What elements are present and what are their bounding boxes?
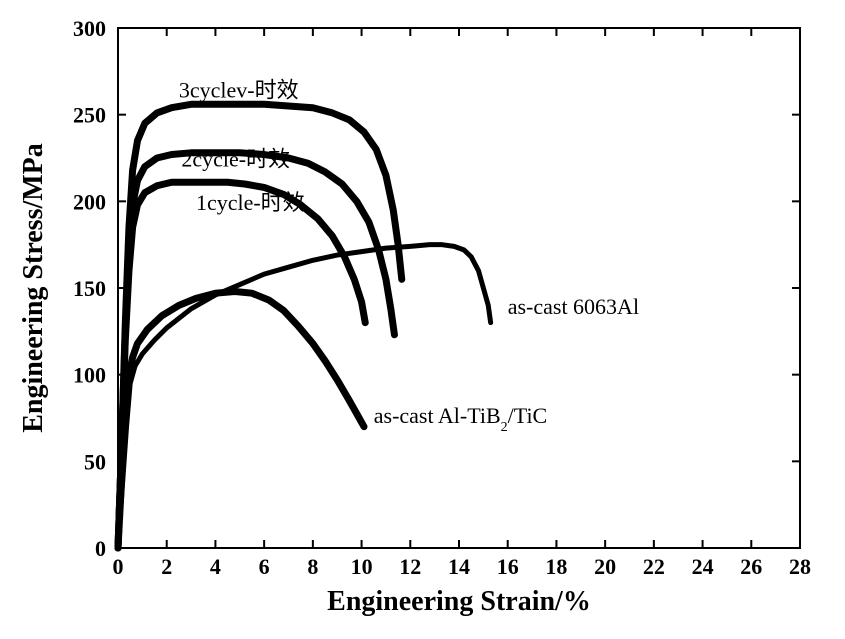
x-tick-label: 22 [643,554,665,579]
x-tick-label: 0 [113,554,124,579]
x-tick-label: 10 [351,554,373,579]
y-tick-label: 50 [84,449,106,474]
y-tick-label: 300 [73,16,106,41]
y-tick-label: 250 [73,103,106,128]
x-tick-label: 18 [545,554,567,579]
x-tick-label: 2 [161,554,172,579]
x-axis-title: Engineering Strain/% [327,586,591,617]
x-tick-label: 8 [307,554,318,579]
x-tick-label: 14 [448,554,470,579]
label-as_cast_6063Al: as-cast 6063Al [508,294,639,319]
label-cycle2: 2cycle-时效 [181,147,290,172]
y-tick-label: 150 [73,276,106,301]
y-axis-title: Engineering Stress/MPa [18,143,49,433]
series-as_cast_6063Al [118,245,491,548]
x-tick-label: 16 [497,554,519,579]
x-tick-label: 4 [210,554,221,579]
x-tick-label: 20 [594,554,616,579]
y-tick-label: 100 [73,363,106,388]
x-tick-label: 12 [399,554,421,579]
x-tick-label: 26 [740,554,762,579]
stress-strain-chart: 0246810121416182022242628050100150200250… [0,0,845,639]
x-tick-label: 6 [259,554,270,579]
chart-canvas: 0246810121416182022242628050100150200250… [0,0,845,639]
y-tick-label: 0 [95,536,106,561]
x-tick-label: 28 [789,554,811,579]
label-cycle3: 3cyclev-时效 [179,77,299,102]
label-as_cast_AlTiB2TiC: as-cast Al-TiB2/TiC [374,403,548,435]
series-as_cast_AlTiB2TiC [118,291,364,548]
x-tick-label: 24 [692,554,714,579]
label-cycle1: 1cycle-时效 [196,190,305,215]
y-tick-label: 200 [73,189,106,214]
